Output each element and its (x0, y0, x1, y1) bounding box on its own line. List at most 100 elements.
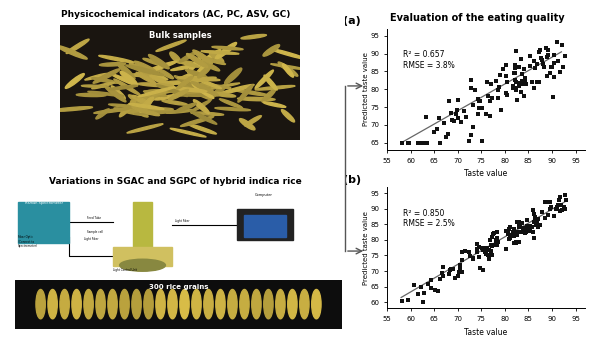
Ellipse shape (136, 90, 176, 98)
Point (432, 126, 442, 132)
Point (522, 217, 532, 222)
Point (485, 98, 495, 103)
Point (540, 215, 550, 221)
Point (511, 239, 521, 245)
Point (421, 140, 431, 146)
Point (502, 247, 511, 252)
Ellipse shape (233, 89, 269, 96)
FancyBboxPatch shape (0, 167, 355, 337)
Ellipse shape (127, 124, 163, 133)
Ellipse shape (200, 84, 231, 88)
Point (514, 220, 524, 225)
Point (533, 217, 543, 222)
Point (475, 244, 484, 249)
Point (485, 114, 494, 119)
Point (557, 42, 567, 48)
Point (538, 61, 548, 66)
Ellipse shape (146, 61, 176, 72)
Point (461, 114, 470, 120)
Point (510, 231, 520, 236)
Ellipse shape (220, 99, 242, 108)
Point (422, 140, 431, 146)
Point (496, 72, 505, 78)
Ellipse shape (52, 107, 92, 111)
Text: Sample cell: Sample cell (87, 229, 103, 234)
Point (404, 140, 413, 146)
Point (493, 242, 502, 248)
Ellipse shape (180, 289, 189, 319)
Point (398, 298, 407, 304)
Ellipse shape (187, 85, 212, 93)
Ellipse shape (130, 74, 165, 77)
Ellipse shape (150, 75, 174, 87)
Point (426, 277, 436, 282)
Ellipse shape (146, 92, 164, 103)
Point (512, 233, 521, 238)
Point (468, 102, 478, 108)
Ellipse shape (194, 64, 206, 78)
Point (403, 298, 412, 303)
Point (506, 233, 516, 238)
Point (493, 239, 503, 244)
Text: Bulk samples: Bulk samples (149, 31, 211, 40)
Ellipse shape (96, 109, 109, 119)
Point (529, 211, 539, 217)
Point (476, 98, 485, 103)
Point (444, 98, 454, 104)
Ellipse shape (187, 87, 212, 100)
Point (485, 238, 494, 243)
Point (423, 281, 433, 286)
Point (435, 276, 445, 281)
Point (464, 138, 474, 143)
Ellipse shape (143, 58, 167, 67)
Point (472, 249, 482, 254)
Ellipse shape (36, 289, 45, 319)
Point (544, 48, 553, 53)
Ellipse shape (228, 289, 237, 319)
Point (465, 253, 475, 259)
Point (466, 132, 475, 138)
Point (542, 73, 552, 79)
Ellipse shape (172, 87, 207, 92)
Ellipse shape (143, 91, 167, 96)
Point (552, 39, 562, 44)
Ellipse shape (117, 62, 135, 79)
Text: (b): (b) (343, 175, 362, 185)
Point (527, 224, 537, 230)
Point (453, 97, 463, 103)
Point (513, 229, 523, 234)
Point (446, 266, 455, 272)
Point (528, 208, 538, 213)
Point (485, 257, 494, 262)
Ellipse shape (180, 85, 211, 89)
Ellipse shape (179, 52, 196, 62)
Point (477, 105, 487, 111)
Point (469, 124, 478, 130)
FancyBboxPatch shape (350, 0, 600, 337)
Point (530, 65, 539, 71)
Ellipse shape (288, 289, 297, 319)
Text: Feed Tube: Feed Tube (87, 216, 101, 220)
Point (501, 228, 511, 233)
Point (409, 282, 418, 287)
Ellipse shape (140, 97, 154, 112)
Ellipse shape (182, 84, 204, 94)
Ellipse shape (128, 105, 148, 117)
Ellipse shape (131, 97, 155, 102)
Ellipse shape (262, 89, 275, 102)
Ellipse shape (220, 85, 254, 94)
Point (520, 80, 529, 86)
Point (482, 111, 491, 117)
Point (454, 269, 464, 274)
Ellipse shape (181, 116, 214, 126)
Point (492, 236, 502, 241)
Point (511, 71, 520, 76)
Point (545, 206, 555, 211)
Ellipse shape (96, 289, 105, 319)
Ellipse shape (193, 100, 209, 114)
Point (521, 81, 530, 86)
Point (446, 111, 456, 116)
Ellipse shape (191, 112, 224, 115)
Point (426, 285, 436, 290)
Ellipse shape (138, 69, 167, 80)
